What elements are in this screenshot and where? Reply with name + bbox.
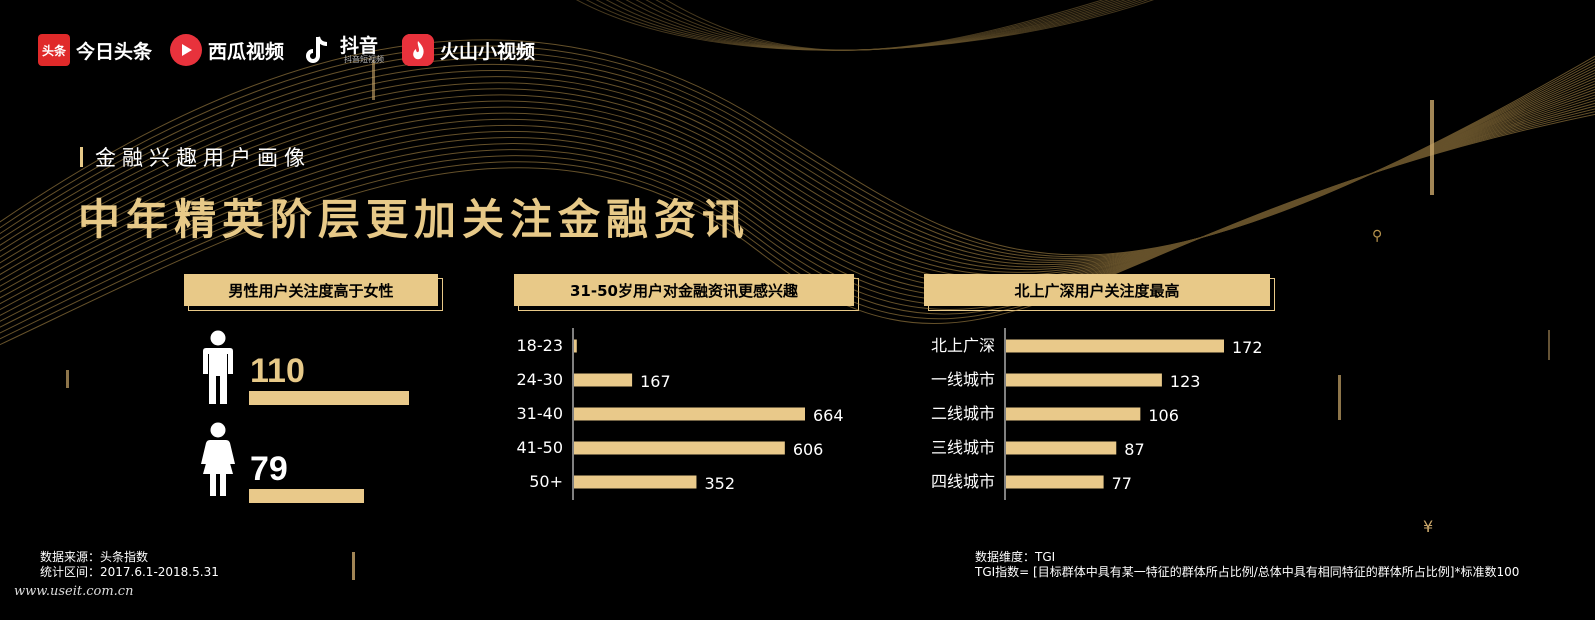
- section-label-text: 金融兴趣用户画像: [95, 146, 311, 170]
- age-value-label: 664: [813, 406, 844, 425]
- city-value-label: 77: [1112, 474, 1132, 493]
- headline: 中年精英阶层更加关注金融资讯: [78, 195, 751, 244]
- source-note: 数据来源：头条指数 统计区间：2017.6.1-2018.5.31: [40, 550, 219, 580]
- xigua-name: 西瓜视频: [208, 40, 285, 63]
- age-bar: [574, 441, 785, 455]
- age-bar: [574, 339, 577, 353]
- age-value-label: 606: [793, 440, 824, 459]
- female-value: 79: [250, 450, 288, 488]
- male-value: 110: [250, 352, 305, 390]
- city-value-label: 106: [1148, 406, 1179, 425]
- tgi-note: 数据维度：TGI TGI指数= [目标群体中具有某一特征的群体所占比例/总体中具…: [975, 550, 1519, 580]
- period-line: 统计区间：2017.6.1-2018.5.31: [40, 565, 219, 579]
- light-streaks: ⚲ ¥: [66, 60, 1550, 580]
- city-category-label: 二线城市: [931, 404, 995, 423]
- city-chart-title: 北上广深用户关注度最高: [924, 274, 1275, 311]
- male-icon: [203, 330, 233, 404]
- city-bar: [1006, 475, 1104, 489]
- tgi-definition-line: TGI指数= [目标群体中具有某一特征的群体所占比例/总体中具有相同特征的群体所…: [975, 565, 1520, 579]
- toutiao-logo: 头条 今日头条: [38, 34, 152, 66]
- city-value-label: 123: [1170, 372, 1201, 391]
- xigua-icon: [170, 34, 203, 66]
- city-category-label: 一线城市: [931, 370, 995, 389]
- age-category-label: 18-23: [517, 336, 564, 355]
- age-category-label: 31-40: [517, 404, 564, 423]
- svg-text:¥: ¥: [1423, 517, 1433, 536]
- age-bar: [574, 475, 697, 489]
- douyin-logo: 抖音 抖音短视频: [302, 34, 384, 66]
- dimension-line: 数据维度：TGI: [975, 550, 1056, 564]
- age-chart-title: 31-50岁用户对金融资讯更感兴趣: [514, 274, 859, 311]
- xigua-logo: 西瓜视频: [170, 34, 284, 66]
- female-icon: [201, 422, 235, 496]
- watermark: www.useit.com.cn: [14, 584, 134, 599]
- city-bar: [1006, 373, 1162, 387]
- age-category-label: 41-50: [517, 438, 564, 457]
- brand-logo-row: 头条 今日头条 西瓜视频 抖音 抖音短视频 火山小视频: [38, 34, 535, 66]
- section-label: 金融兴趣用户画像: [80, 142, 311, 172]
- toutiao-name: 今日头条: [76, 40, 153, 63]
- city-category-label: 北上广深: [931, 336, 995, 355]
- female-bar: [249, 489, 364, 503]
- age-category-label: 24-30: [517, 370, 564, 389]
- age-value-label: 167: [640, 372, 671, 391]
- huoshan-name: 火山小视频: [440, 40, 536, 63]
- age-bar: [574, 373, 633, 387]
- age-bar: [574, 407, 805, 421]
- city-bar-chart: 北上广深 172 一线城市 123 二线城市 106 三线城市 87 四线城市 77: [931, 328, 1263, 500]
- source-line: 数据来源：头条指数: [40, 550, 149, 564]
- age-value-label: 352: [704, 474, 735, 493]
- douyin-subtitle: 抖音短视频: [344, 54, 385, 64]
- city-bar: [1006, 339, 1224, 353]
- gender-chart-title: 男性用户关注度高于女性: [184, 274, 443, 311]
- toutiao-icon: 头条: [38, 34, 70, 66]
- city-category-label: 三线城市: [931, 438, 995, 457]
- age-bar-chart: 18-23 24-30 167 31-40 664 41-50 606 50+ 352: [517, 328, 844, 500]
- section-marker: [80, 147, 83, 167]
- city-bar: [1006, 441, 1117, 455]
- douyin-name: 抖音: [340, 34, 379, 57]
- city-value-label: 87: [1124, 440, 1144, 459]
- city-value-label: 172: [1232, 338, 1263, 357]
- huoshan-icon: [402, 34, 435, 66]
- city-category-label: 四线城市: [931, 472, 995, 491]
- douyin-icon: [302, 34, 334, 66]
- huoshan-logo: 火山小视频: [402, 34, 535, 66]
- male-bar: [249, 391, 409, 405]
- age-category-label: 50+: [529, 472, 563, 491]
- city-bar: [1006, 407, 1141, 421]
- svg-text:⚲: ⚲: [1372, 228, 1382, 244]
